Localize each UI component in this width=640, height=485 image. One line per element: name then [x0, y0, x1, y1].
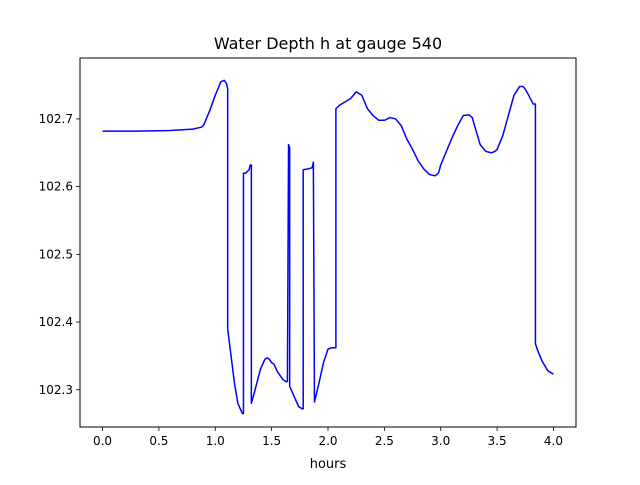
y-tick-label: 102.4 — [39, 315, 73, 329]
x-tick-label: 3.0 — [431, 434, 450, 448]
chart-title: Water Depth h at gauge 540 — [214, 34, 442, 53]
x-axis-label: hours — [310, 457, 347, 472]
y-tick-label: 102.5 — [39, 247, 73, 261]
x-tick-label: 2.5 — [375, 434, 394, 448]
x-tick-label: 0.0 — [93, 434, 112, 448]
plot-frame — [79, 57, 577, 428]
y-axis: 102.3 102.4 102.5 102.6 102.7 — [39, 112, 80, 397]
x-tick-label: 4.0 — [544, 434, 563, 448]
x-tick-label: 0.5 — [149, 434, 168, 448]
x-tick-label: 3.5 — [488, 434, 507, 448]
x-tick-label: 1.0 — [206, 434, 225, 448]
plot-area — [102, 79, 554, 415]
y-tick-label: 102.7 — [39, 112, 73, 126]
x-tick-label: 1.5 — [262, 434, 281, 448]
x-tick-label: 2.0 — [318, 434, 337, 448]
y-tick-label: 102.6 — [39, 180, 73, 194]
x-axis: 0.0 0.5 1.0 1.5 2.0 2.5 3.0 3.5 4.0 — [93, 427, 563, 448]
series-line-0 — [102, 79, 554, 415]
y-tick-label: 102.3 — [39, 383, 73, 397]
